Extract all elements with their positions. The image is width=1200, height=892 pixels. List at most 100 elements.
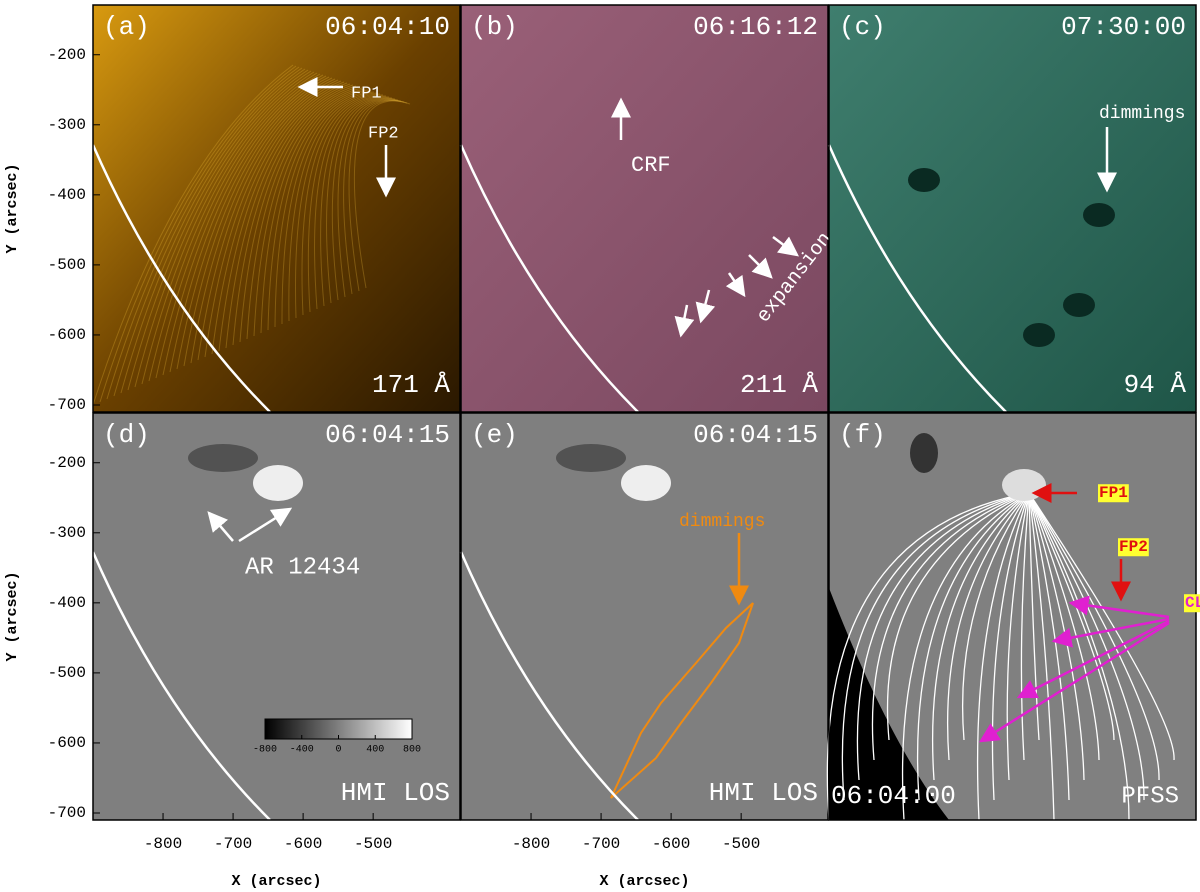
loop — [120, 68, 306, 394]
loop — [281, 91, 375, 325]
panel-time: 06:16:12 — [693, 12, 818, 42]
colorbar-tick-label: -800 — [253, 745, 277, 756]
arrow — [725, 272, 746, 298]
occulted-disk — [829, 588, 949, 820]
loop — [141, 71, 315, 385]
loop — [331, 98, 399, 301]
x-tick-label: -800 — [144, 835, 182, 853]
y-axis-label: Y (arcsec) — [4, 571, 21, 661]
field-line — [916, 492, 1030, 801]
loop — [232, 84, 354, 346]
plage — [188, 444, 258, 472]
panel-channel: HMI LOS — [341, 778, 450, 808]
y-tick-label: -300 — [48, 116, 86, 134]
y-tick-label: -500 — [48, 664, 86, 682]
field-line — [1006, 492, 1030, 781]
loop — [106, 66, 300, 400]
annotation: dimmings — [1099, 104, 1185, 124]
panel-time: 07:30:00 — [1061, 12, 1186, 42]
field-line — [826, 492, 1030, 821]
panel-image — [829, 5, 1196, 412]
plage — [556, 444, 626, 472]
x-tick-label: -700 — [582, 835, 620, 853]
x-tick-label: -500 — [354, 835, 392, 853]
annotation: AR 12434 — [245, 554, 360, 581]
field-line — [1028, 492, 1145, 801]
loop — [320, 97, 393, 307]
loop — [113, 67, 303, 397]
panel-time: 06:04:15 — [325, 420, 450, 450]
panel-channel: HMI LOS — [709, 778, 818, 808]
colorbar-tick-label: 800 — [403, 745, 421, 756]
annotation: dimmings — [679, 512, 765, 532]
loop — [343, 99, 405, 295]
colorbar-tick-label: -400 — [290, 745, 314, 756]
field-line — [841, 492, 1030, 801]
spot — [910, 433, 938, 473]
loop — [348, 100, 408, 292]
x-tick-label: -600 — [652, 835, 690, 853]
arrow — [772, 236, 799, 257]
limb — [459, 551, 639, 821]
y-tick-label: -700 — [48, 396, 86, 414]
y-axis-label: Y (arcsec) — [4, 163, 21, 253]
dimming — [1083, 203, 1115, 227]
loop — [314, 96, 390, 310]
field-line — [1028, 492, 1040, 741]
field-line — [1028, 492, 1130, 821]
panel: (e) 06:04:15 HMI LOS dimmings — [459, 412, 829, 821]
loop — [288, 92, 378, 322]
panel: (d) 06:04:15 HMI LOS AR 12434 -800 -400 0 400 80… — [91, 412, 461, 821]
x-axis-label: X (arcsec) — [599, 873, 689, 890]
panel-channel: 94 Å — [1124, 370, 1187, 400]
loop — [267, 89, 369, 331]
loop — [260, 88, 366, 334]
panel: (f) 06:04:00 PFSS FP1 FP2 CLs — [826, 412, 1200, 821]
limb — [91, 551, 271, 821]
annotation: FP2 — [1119, 538, 1148, 556]
loop — [155, 73, 321, 379]
arrow — [207, 511, 234, 542]
arrow — [978, 621, 1170, 743]
field-line — [1028, 492, 1085, 781]
field-line — [976, 492, 1030, 821]
y-tick-label: -700 — [48, 804, 86, 822]
panel-channel: PFSS — [1121, 783, 1179, 810]
y-tick-label: -500 — [48, 256, 86, 274]
limb — [459, 144, 639, 413]
plage — [621, 465, 671, 501]
annotation: CRF — [631, 153, 671, 178]
spot — [1002, 469, 1046, 501]
loop — [162, 74, 324, 376]
loop — [92, 64, 294, 406]
panel-label: (d) — [103, 420, 150, 450]
x-tick-label: -500 — [722, 835, 760, 853]
field-line — [1028, 492, 1175, 761]
panel-frame — [92, 4, 461, 413]
loop — [295, 93, 381, 319]
panel-frame — [828, 412, 1197, 821]
x-tick-label: -800 — [512, 835, 550, 853]
field-line — [991, 492, 1030, 801]
annotation: FP1 — [1099, 484, 1128, 502]
loop — [307, 95, 387, 313]
panel-time: 06:04:00 — [831, 781, 956, 811]
field-line — [946, 492, 1030, 761]
panel-frame — [828, 4, 1197, 413]
panel-time: 06:04:15 — [693, 420, 818, 450]
y-tick-label: -600 — [48, 326, 86, 344]
x-tick-label: -700 — [214, 835, 252, 853]
field-line — [931, 492, 1030, 781]
panel-channel: 211 Å — [740, 370, 818, 400]
loop — [127, 69, 309, 391]
field-line — [1028, 492, 1160, 781]
arrow — [238, 507, 293, 543]
panel-image — [461, 5, 828, 412]
field-line — [871, 492, 1030, 761]
loop — [253, 87, 363, 337]
y-tick-label: -300 — [48, 524, 86, 542]
panel-frame — [460, 412, 829, 821]
field-line — [1020, 492, 1030, 761]
y-tick-label: -400 — [48, 186, 86, 204]
